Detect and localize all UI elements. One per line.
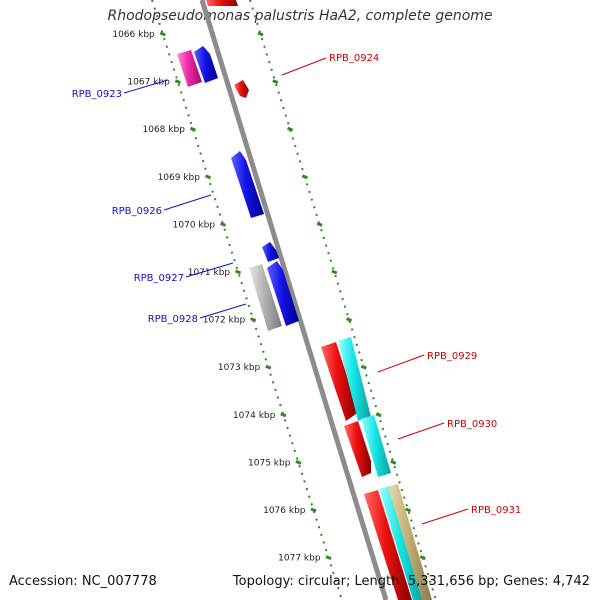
gene-feature-cyan-1[interactable] — [338, 337, 371, 421]
tick-label: 1077 kbp — [278, 554, 321, 564]
reverse-guide-line — [151, 0, 343, 600]
tick-label: 1071 kbp — [188, 268, 231, 278]
tick-label: 1074 kbp — [233, 411, 276, 421]
tick-mark-reverse — [310, 507, 317, 513]
tick-label: 1066 kbp — [112, 30, 155, 40]
gene-labels: RPB_0923 RPB_0924 RPB_0926 RPB_0927 RPB_0928… — [72, 53, 521, 525]
backbone-line — [199, 0, 389, 600]
tick-mark-reverse — [204, 174, 212, 180]
gene-label-rpb0928[interactable]: RPB_0928 — [148, 314, 198, 325]
accession-text: Accession: NC_007778 — [9, 574, 157, 589]
gene-feature-rpb0929[interactable] — [321, 342, 356, 421]
tick-mark-forward — [286, 126, 294, 132]
tick-label: 1068 kbp — [143, 125, 186, 135]
gene-feature-blue-1[interactable] — [194, 46, 218, 83]
gene-feature-cyan-2[interactable] — [361, 415, 391, 477]
tick-label: 1069 kbp — [158, 173, 201, 183]
tick-mark-reverse — [280, 412, 287, 418]
tick-mark-forward — [390, 460, 397, 465]
tick-mark-reverse — [250, 317, 257, 322]
tick-label: 1076 kbp — [263, 506, 306, 516]
gene-label-rpb0923[interactable]: RPB_0923 — [72, 89, 122, 100]
tick-label: 1070 kbp — [173, 220, 216, 230]
forward-guide-line — [249, 0, 437, 600]
gene-label-leader — [199, 303, 247, 319]
tick-mark-forward — [360, 364, 367, 370]
tick-mark-reverse — [265, 364, 272, 370]
tick-mark-reverse — [220, 222, 227, 227]
tick-label: 1075 kbp — [248, 458, 291, 468]
tick-mark-forward — [405, 507, 412, 513]
tick-mark-forward — [346, 317, 353, 322]
tick-label: 1073 kbp — [218, 363, 261, 373]
gene-label-rpb0924[interactable]: RPB_0924 — [329, 53, 379, 64]
tick-mark-forward — [375, 412, 382, 418]
tick-mark-reverse — [295, 460, 302, 465]
gene-feature-blue-2[interactable] — [262, 242, 279, 262]
gene-label-rpb0930[interactable]: RPB_0930 — [447, 419, 497, 430]
gene-feature-rpb0927[interactable] — [249, 264, 282, 331]
gene-label-leader — [377, 354, 425, 373]
gene-feature-tan[interactable] — [388, 484, 432, 600]
gene-feature-rpb0930[interactable] — [344, 421, 371, 477]
kbp-ticks: 1066 kbp 1067 kbp 1068 kbp 1069 kbp 1070 kbp… — [112, 30, 426, 564]
gene-label-rpb0926[interactable]: RPB_0926 — [112, 206, 162, 217]
tick-mark-forward — [419, 555, 426, 560]
gene-feature-rpb0923[interactable] — [177, 50, 202, 87]
gene-feature-top-red — [206, 0, 238, 6]
tick-mark-reverse — [325, 555, 332, 560]
gene-label-rpb0929[interactable]: RPB_0929 — [427, 351, 477, 362]
tick-mark-forward — [331, 269, 338, 275]
gene-label-leader — [397, 422, 445, 440]
gene-label-leader — [421, 508, 469, 525]
gene-label-leader — [163, 194, 212, 211]
tick-mark-reverse — [235, 269, 242, 275]
gene-label-leader — [281, 57, 327, 76]
gene-feature-rpb0928[interactable] — [267, 261, 299, 326]
tick-mark-forward — [272, 79, 279, 84]
gene-features — [177, 0, 432, 600]
tick-label: 1067 kbp — [127, 78, 170, 88]
gene-feature-rpb0924[interactable] — [234, 80, 249, 98]
gene-label-leader — [185, 262, 234, 278]
tick-mark-forward — [316, 222, 323, 227]
tick-mark-forward — [301, 174, 308, 180]
gene-label-rpb0927[interactable]: RPB_0927 — [134, 273, 184, 284]
genome-summary-text: Topology: circular; Length: 5,331,656 bp… — [232, 574, 590, 589]
tick-mark-reverse — [159, 31, 166, 37]
tick-mark-reverse — [174, 79, 181, 84]
tick-mark-forward — [257, 31, 264, 37]
gene-label-leader — [123, 79, 169, 94]
tick-mark-reverse — [189, 126, 196, 132]
gene-feature-cyan-3[interactable] — [379, 486, 424, 600]
gene-label-rpb0931[interactable]: RPB_0931 — [471, 505, 521, 516]
gene-feature-rpb0926[interactable] — [231, 151, 264, 218]
gene-feature-rpb0931[interactable] — [364, 490, 412, 600]
tick-label: 1072 kbp — [203, 316, 246, 326]
